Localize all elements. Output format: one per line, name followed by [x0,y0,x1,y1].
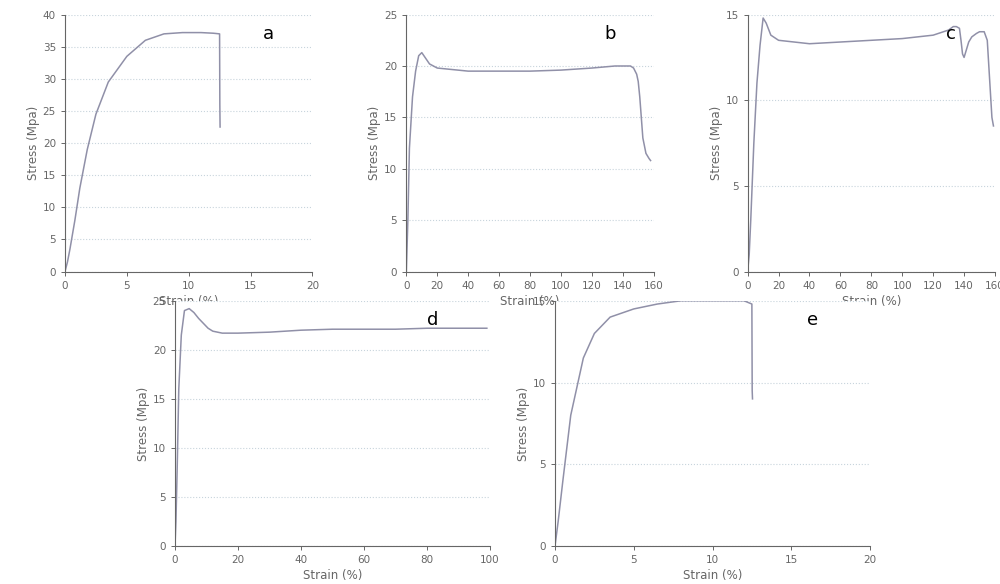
X-axis label: Strain (%): Strain (%) [500,295,560,308]
X-axis label: Strain (%): Strain (%) [159,295,218,308]
Text: e: e [807,311,818,329]
Text: b: b [604,25,616,43]
Y-axis label: Stress (Mpa): Stress (Mpa) [27,106,40,180]
Text: d: d [427,311,438,329]
X-axis label: Strain (%): Strain (%) [303,569,362,582]
Y-axis label: Stress (Mpa): Stress (Mpa) [517,386,530,461]
Text: a: a [263,25,274,43]
X-axis label: Strain (%): Strain (%) [842,295,901,308]
Y-axis label: Stress (Mpa): Stress (Mpa) [368,106,381,180]
Text: c: c [946,25,955,43]
Y-axis label: Stress (Mpa): Stress (Mpa) [137,386,150,461]
X-axis label: Strain (%): Strain (%) [683,569,742,582]
Y-axis label: Stress (Mpa): Stress (Mpa) [710,106,723,180]
